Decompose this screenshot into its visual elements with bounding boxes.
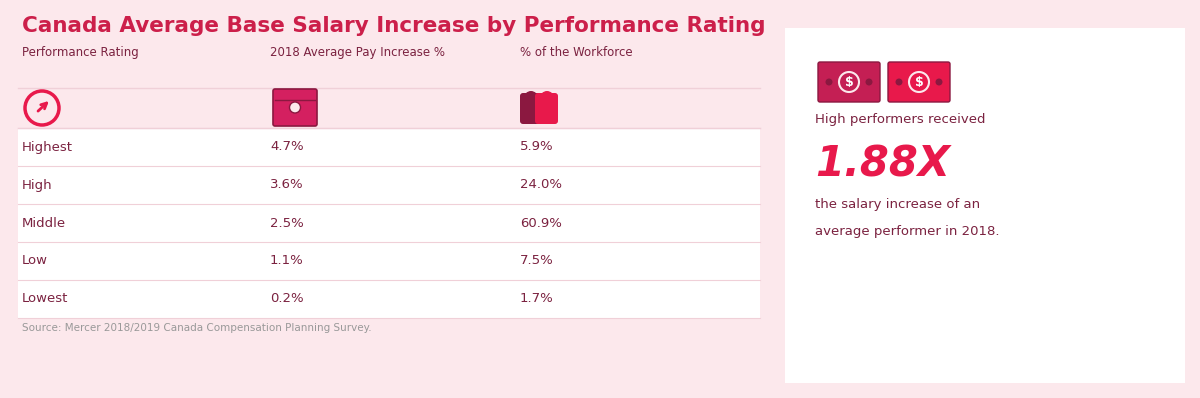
Text: 4.7%: 4.7%: [270, 140, 304, 154]
Text: Performance Rating: Performance Rating: [22, 46, 139, 59]
FancyBboxPatch shape: [535, 93, 558, 124]
Text: 0.2%: 0.2%: [270, 293, 304, 306]
Circle shape: [29, 95, 55, 121]
Circle shape: [540, 91, 554, 105]
Text: 24.0%: 24.0%: [520, 178, 562, 191]
Text: average performer in 2018.: average performer in 2018.: [815, 225, 1000, 238]
Text: $: $: [845, 76, 853, 88]
Circle shape: [524, 91, 538, 105]
FancyBboxPatch shape: [274, 89, 317, 126]
Text: the salary increase of an: the salary increase of an: [815, 198, 980, 211]
Text: 1.88X: 1.88X: [815, 143, 950, 185]
Text: 1.7%: 1.7%: [520, 293, 553, 306]
Text: $: $: [914, 76, 923, 88]
Circle shape: [289, 102, 300, 113]
Bar: [18, 204, 760, 242]
Text: Low: Low: [22, 254, 48, 267]
Text: 60.9%: 60.9%: [520, 217, 562, 230]
Text: 7.5%: 7.5%: [520, 254, 553, 267]
Bar: [18, 166, 760, 204]
Text: 3.6%: 3.6%: [270, 178, 304, 191]
Text: 1.1%: 1.1%: [270, 254, 304, 267]
Text: Middle: Middle: [22, 217, 66, 230]
Text: % of the Workforce: % of the Workforce: [520, 46, 632, 59]
FancyBboxPatch shape: [818, 62, 880, 102]
Circle shape: [895, 78, 902, 86]
Circle shape: [865, 78, 872, 86]
Text: Highest: Highest: [22, 140, 73, 154]
Text: Lowest: Lowest: [22, 293, 68, 306]
Text: 5.9%: 5.9%: [520, 140, 553, 154]
Text: High performers received: High performers received: [815, 113, 985, 126]
Text: High: High: [22, 178, 53, 191]
FancyBboxPatch shape: [888, 62, 950, 102]
FancyBboxPatch shape: [520, 93, 544, 124]
Bar: [18, 128, 760, 166]
Text: 2018 Average Pay Increase %: 2018 Average Pay Increase %: [270, 46, 445, 59]
Bar: [18, 242, 760, 280]
Circle shape: [936, 78, 942, 86]
Bar: [785, 28, 1186, 383]
Text: 2.5%: 2.5%: [270, 217, 304, 230]
Bar: [18, 280, 760, 318]
Circle shape: [826, 78, 833, 86]
Text: Canada Average Base Salary Increase by Performance Rating: Canada Average Base Salary Increase by P…: [22, 16, 766, 36]
Text: Source: Mercer 2018/2019 Canada Compensation Planning Survey.: Source: Mercer 2018/2019 Canada Compensa…: [22, 323, 372, 333]
